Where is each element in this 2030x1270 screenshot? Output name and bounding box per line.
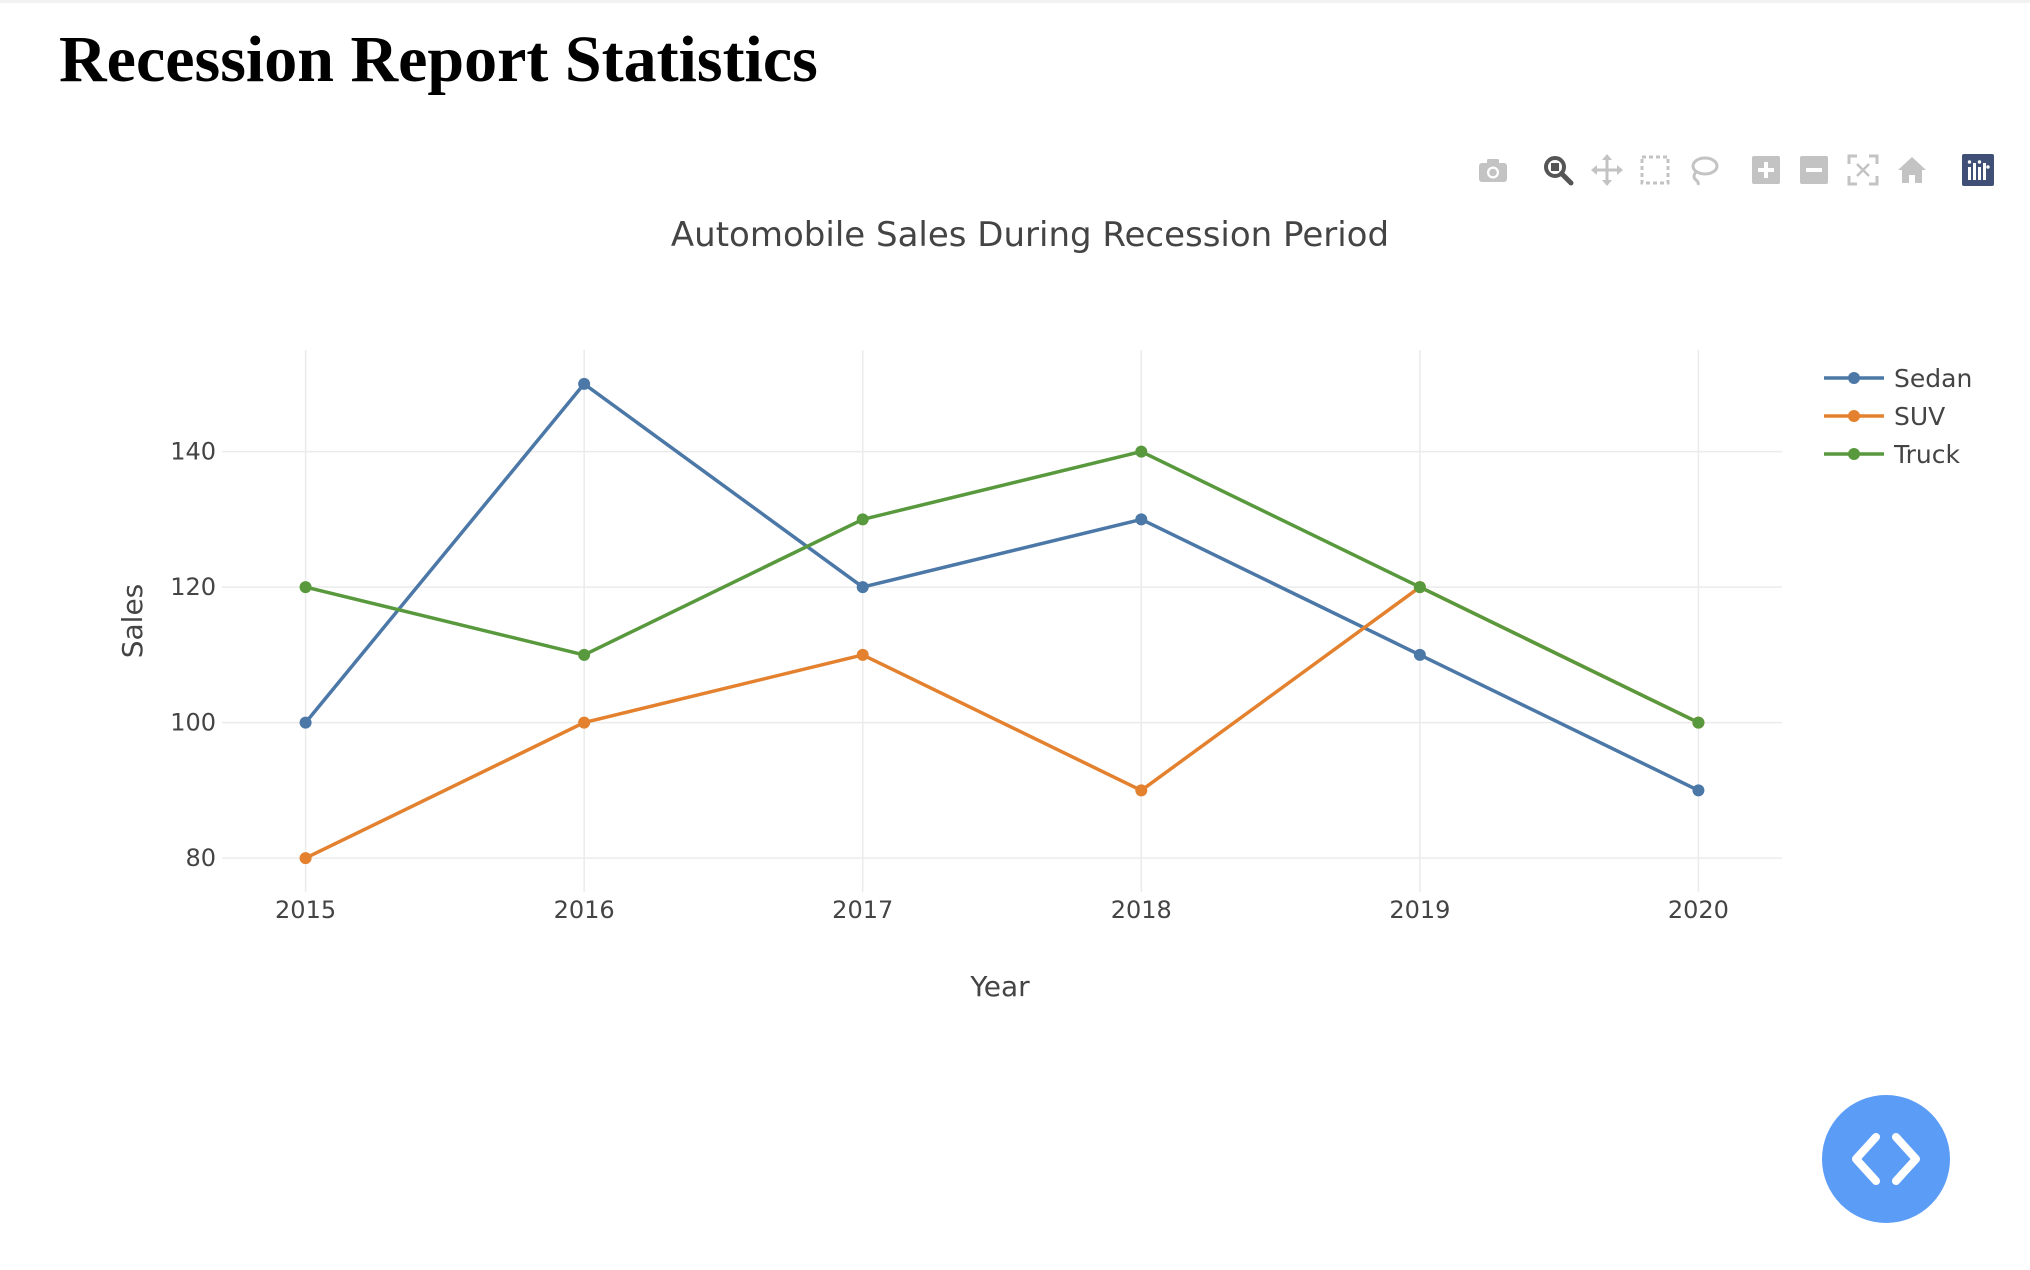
data-point-sedan[interactable] [856, 581, 869, 594]
legend-swatch-marker [1848, 410, 1860, 422]
data-point-truck[interactable] [578, 648, 591, 661]
home-icon [1898, 157, 1926, 183]
y-tick-label: 80 [185, 844, 216, 872]
x-tick-label: 2018 [1111, 896, 1172, 924]
x-tick-label: 2017 [832, 896, 893, 924]
chart-title: Automobile Sales During Recession Period [671, 215, 1389, 255]
camera-icon [1479, 159, 1507, 182]
data-point-sedan[interactable] [578, 377, 591, 390]
box-select-icon [1640, 155, 1670, 185]
reset-axes-button[interactable] [1892, 150, 1932, 190]
x-tick-label: 2016 [554, 896, 615, 924]
plotly-logo-link[interactable] [1958, 150, 1998, 190]
data-point-suv[interactable] [856, 648, 869, 661]
x-axis-title: Year [969, 970, 1030, 1003]
data-point-truck[interactable] [1413, 581, 1426, 594]
zoom-out-button[interactable] [1794, 150, 1834, 190]
data-point-truck[interactable] [1135, 445, 1148, 458]
data-point-suv[interactable] [578, 716, 591, 729]
y-tick-label: 120 [170, 573, 216, 601]
series-line-truck[interactable] [305, 449, 1700, 725]
x-tick-label: 2019 [1389, 896, 1450, 924]
y-tick-label: 140 [170, 438, 216, 466]
data-point-truck[interactable] [1692, 716, 1705, 729]
data-point-truck[interactable] [299, 581, 312, 594]
y-axis-title: Sales [116, 584, 149, 659]
plotly-logo-icon [1962, 154, 1994, 186]
data-point-truck[interactable] [856, 513, 869, 526]
zoom-out-icon [1800, 156, 1828, 184]
data-point-sedan[interactable] [299, 716, 312, 729]
zoom-icon [1544, 156, 1574, 186]
download-plot-button[interactable] [1473, 150, 1513, 190]
pan-button[interactable] [1587, 150, 1627, 190]
data-point-sedan[interactable] [1135, 513, 1148, 526]
zoom-in-button[interactable] [1746, 150, 1786, 190]
legend-item-label: Truck [1893, 440, 1960, 469]
legend-swatch-marker [1848, 448, 1860, 460]
series-line-sedan[interactable] [304, 382, 1700, 792]
box-select-button[interactable] [1635, 150, 1675, 190]
zoom-in-icon [1752, 156, 1780, 184]
autoscale-icon [1847, 154, 1879, 186]
autoscale-button[interactable] [1843, 150, 1883, 190]
pan-icon [1591, 154, 1623, 186]
legend-item-label: SUV [1894, 402, 1945, 431]
data-point-suv[interactable] [299, 852, 312, 865]
x-tick-label: 2020 [1668, 896, 1729, 924]
page-title: Recession Report Statistics [59, 23, 818, 96]
data-point-suv[interactable] [1135, 784, 1148, 797]
lasso-select-icon [1691, 156, 1719, 186]
top-border [0, 0, 2030, 3]
data-point-sedan[interactable] [1692, 784, 1705, 797]
code-icon [1852, 1133, 1920, 1185]
lasso-select-button[interactable] [1683, 150, 1723, 190]
x-tick-label: 2015 [275, 896, 336, 924]
legend-swatch-marker [1848, 372, 1860, 384]
legend-item-label: Sedan [1894, 364, 1972, 393]
zoom-button[interactable] [1538, 150, 1578, 190]
data-point-sedan[interactable] [1413, 648, 1426, 661]
y-tick-label: 100 [170, 709, 216, 737]
code-toggle-button[interactable] [1822, 1095, 1950, 1223]
